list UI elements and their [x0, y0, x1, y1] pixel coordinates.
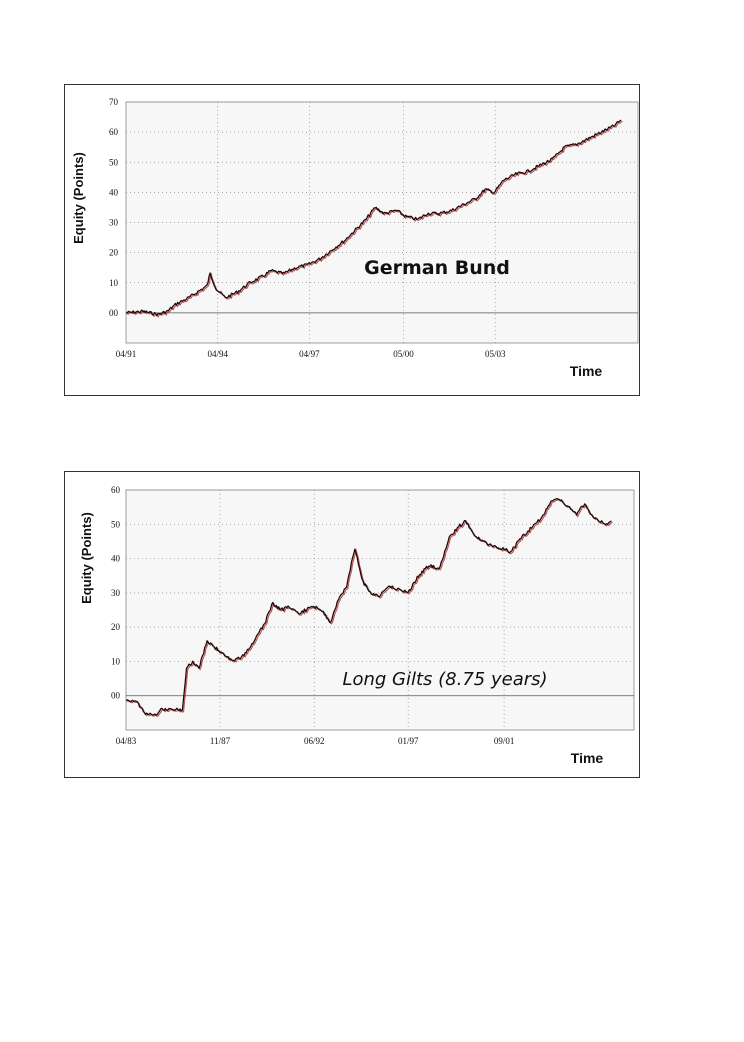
- x-tick-labels: 04/83 11/87 06/92 01/97 09/01: [116, 736, 515, 746]
- chart-title: German Bund: [364, 257, 510, 279]
- plot-area-background: [126, 490, 634, 730]
- equity-line: [125, 498, 612, 716]
- equity-series: [125, 119, 623, 318]
- y-tick-label: 30: [111, 588, 121, 598]
- y-tick-label: 10: [109, 278, 119, 288]
- y-tick-label: 10: [111, 656, 121, 666]
- y-tick-label: 40: [109, 187, 119, 197]
- x-tick-label: 06/92: [304, 736, 325, 746]
- german-bund-chart: 00 10 20 30 40 50 60 70 04/91 04/94 04/97 05/00 05/…: [71, 97, 639, 379]
- y-tick-label: 30: [109, 218, 119, 228]
- x-tick-label: 04/94: [207, 349, 228, 359]
- y-tick-label: 50: [109, 157, 119, 167]
- y-tick-label: 20: [111, 622, 121, 632]
- y-tick-label: 00: [109, 308, 119, 318]
- x-tick-label: 04/97: [299, 349, 320, 359]
- y-tick-label: 00: [111, 691, 121, 701]
- x-tick-label: 05/03: [485, 349, 506, 359]
- x-tick-label: 09/01: [494, 736, 515, 746]
- equity-line: [125, 119, 622, 317]
- x-tick-label: 04/83: [116, 736, 137, 746]
- long-gilts-chart-panel: 00 10 20 30 40 50 60 04/83 11/87 06/92 01/97 09/01…: [64, 471, 640, 778]
- grid: [125, 101, 639, 344]
- x-tick-label: 01/97: [398, 736, 419, 746]
- long-gilts-chart: 00 10 20 30 40 50 60 04/83 11/87 06/92 01/97 09/01…: [79, 485, 635, 766]
- y-tick-labels: 00 10 20 30 40 50 60 70: [109, 97, 119, 318]
- equity-line-shadow: [127, 120, 623, 318]
- y-tick-label: 70: [109, 97, 119, 107]
- y-axis-label: Equity (Points): [71, 152, 86, 244]
- x-tick-labels: 04/91 04/94 04/97 05/00 05/03: [116, 349, 506, 359]
- x-axis-label: Time: [571, 750, 604, 766]
- chart-title: Long Gilts (8.75 years): [342, 669, 547, 690]
- y-tick-label: 60: [109, 127, 119, 137]
- y-tick-labels: 00 10 20 30 40 50 60: [111, 485, 121, 701]
- x-tick-label: 05/00: [393, 349, 414, 359]
- grid: [125, 489, 635, 731]
- x-tick-label: 04/91: [116, 349, 137, 359]
- german-bund-chart-panel: 00 10 20 30 40 50 60 70 04/91 04/94 04/97 05/00 05/…: [64, 84, 640, 396]
- y-tick-label: 40: [111, 554, 121, 564]
- x-axis-label: Time: [570, 363, 603, 379]
- equity-series: [125, 498, 613, 717]
- plot-frame: [125, 489, 635, 731]
- y-tick-label: 20: [109, 248, 119, 258]
- y-tick-label: 50: [111, 519, 121, 529]
- y-tick-label: 60: [111, 485, 121, 495]
- x-tick-label: 11/87: [210, 736, 231, 746]
- y-axis-label: Equity (Points): [79, 512, 94, 604]
